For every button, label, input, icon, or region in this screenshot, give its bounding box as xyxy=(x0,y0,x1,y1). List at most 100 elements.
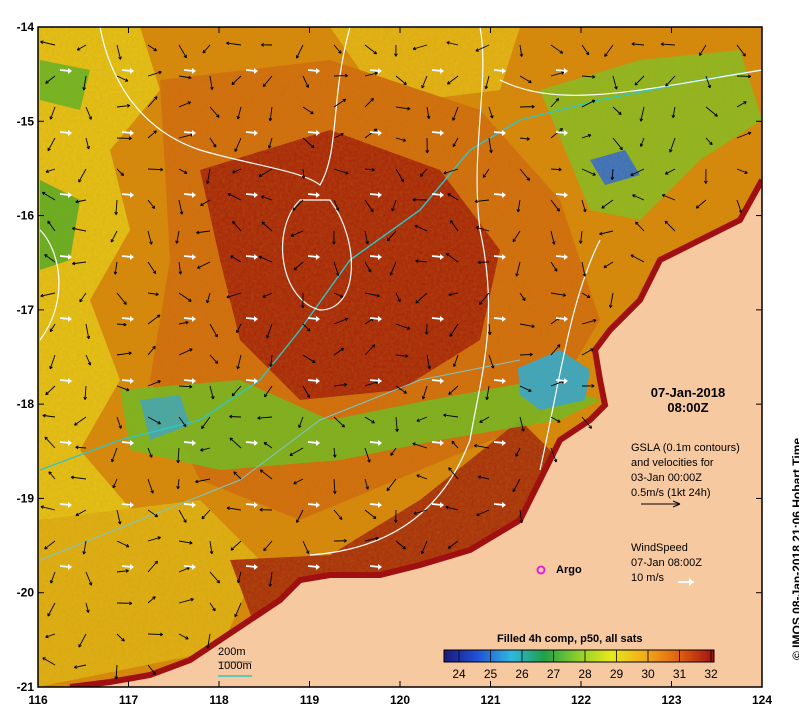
wind-arrowhead xyxy=(378,130,382,136)
velocity-arrowhead xyxy=(335,207,340,211)
wind-arrowhead xyxy=(316,378,320,384)
velocity-arrow xyxy=(72,261,87,265)
velocity-arrowhead xyxy=(738,209,743,214)
velocity-arrow xyxy=(45,633,56,638)
velocity-arrow xyxy=(261,221,273,232)
velocity-arrowhead xyxy=(695,205,700,209)
velocity-arrow xyxy=(147,96,158,108)
velocity-arrowhead xyxy=(389,272,393,276)
velocity-arrow xyxy=(395,540,406,550)
velocity-arrow xyxy=(447,193,459,201)
wind-arrowhead xyxy=(440,130,444,136)
velocity-arrowhead xyxy=(406,326,411,330)
velocity-arrow xyxy=(116,75,129,82)
velocity-arrowhead xyxy=(233,471,237,475)
velocity-arrowhead xyxy=(376,293,380,298)
wind-arrowhead xyxy=(254,254,258,260)
velocity-arrow xyxy=(333,168,349,175)
velocity-arrow xyxy=(581,75,595,78)
velocity-arrowhead xyxy=(110,239,115,243)
velocity-arrow xyxy=(519,292,526,301)
velocity-arrowhead xyxy=(558,167,562,172)
velocity-arrowhead xyxy=(391,208,395,212)
velocity-arrow xyxy=(209,385,214,400)
velocity-arrow xyxy=(178,292,192,302)
velocity-arrow xyxy=(446,41,459,46)
velocity-arrow xyxy=(416,416,428,422)
velocity-arrowhead xyxy=(157,421,161,425)
colorbar-tick-label: 28 xyxy=(578,667,592,681)
velocity-arrow xyxy=(112,478,118,489)
lat-tick-label: -21 xyxy=(17,680,35,694)
velocity-arrowhead xyxy=(414,224,418,229)
wind-line-1: WindSpeed xyxy=(631,542,688,554)
wind-arrowhead xyxy=(564,254,568,260)
velocity-arrow xyxy=(79,292,87,303)
wind-arrowhead xyxy=(130,440,134,446)
wind-arrowhead xyxy=(254,502,258,508)
velocity-arrowhead xyxy=(490,365,495,369)
velocity-arrowhead xyxy=(293,266,298,271)
velocity-arrow xyxy=(581,319,597,325)
velocity-arrowhead xyxy=(631,42,635,46)
velocity-arrow xyxy=(421,540,428,555)
velocity-arrow xyxy=(178,598,194,604)
wind-arrowhead xyxy=(316,502,320,508)
velocity-arrowhead xyxy=(487,331,492,335)
velocity-arrowhead xyxy=(293,481,297,485)
velocity-arrowhead xyxy=(42,657,46,661)
velocity-arrow xyxy=(364,509,377,519)
velocity-arrowhead xyxy=(227,193,231,197)
velocity-arrow xyxy=(599,230,614,235)
velocity-arrowhead xyxy=(521,428,525,432)
velocity-arrow xyxy=(147,346,156,356)
velocity-arrow xyxy=(45,75,56,84)
velocity-arrow xyxy=(364,98,374,108)
velocity-arrow xyxy=(298,416,304,428)
velocity-arrowhead xyxy=(635,221,639,226)
lat-tick-label: -20 xyxy=(17,586,35,600)
colorbar-tick-label: 26 xyxy=(515,667,529,681)
velocity-arrowhead xyxy=(212,607,216,612)
velocity-arrow xyxy=(488,323,491,335)
velocity-arrow xyxy=(640,137,645,147)
velocity-arrow xyxy=(147,314,161,325)
gsla-contour-1 xyxy=(99,27,351,186)
velocity-arrow xyxy=(50,571,56,584)
velocity-arrow xyxy=(147,560,158,573)
velocity-arrowhead xyxy=(200,448,204,452)
velocity-arrowhead xyxy=(421,396,426,400)
velocity-arrow xyxy=(237,354,242,370)
velocity-arrowhead xyxy=(118,56,122,60)
velocity-arrowhead xyxy=(427,365,431,370)
velocity-arrowhead xyxy=(371,167,375,172)
velocity-arrow xyxy=(115,199,118,215)
velocity-arrowhead xyxy=(599,231,603,236)
velocity-arrowhead xyxy=(554,268,558,272)
lat-tick-label: -17 xyxy=(17,303,35,317)
velocity-arrow xyxy=(116,323,127,326)
velocity-arrow xyxy=(364,44,377,55)
velocity-arrow xyxy=(229,437,242,449)
velocity-arrow xyxy=(395,354,409,357)
velocity-arrow xyxy=(49,323,56,332)
velocity-arrowhead xyxy=(70,475,75,480)
velocity-arrow xyxy=(395,168,405,183)
velocity-arrow xyxy=(419,168,428,177)
velocity-arrow xyxy=(200,199,211,206)
velocity-arrowhead xyxy=(160,167,164,172)
velocity-arrowhead xyxy=(482,174,487,178)
wind-arrowhead xyxy=(68,192,72,198)
lat-tick-label: -18 xyxy=(17,397,35,411)
lon-tick-label: 117 xyxy=(119,693,139,707)
velocity-arrow xyxy=(116,385,130,391)
velocity-arrowhead xyxy=(557,344,561,348)
velocity-arrowhead xyxy=(445,252,450,257)
velocity-arrowhead xyxy=(476,512,480,517)
velocity-arrow xyxy=(232,220,242,232)
velocity-arrow xyxy=(488,354,494,369)
velocity-arrow xyxy=(333,292,344,298)
velocity-arrowhead xyxy=(519,53,524,57)
velocity-arrowhead xyxy=(305,84,309,88)
velocity-arrow xyxy=(209,137,217,148)
